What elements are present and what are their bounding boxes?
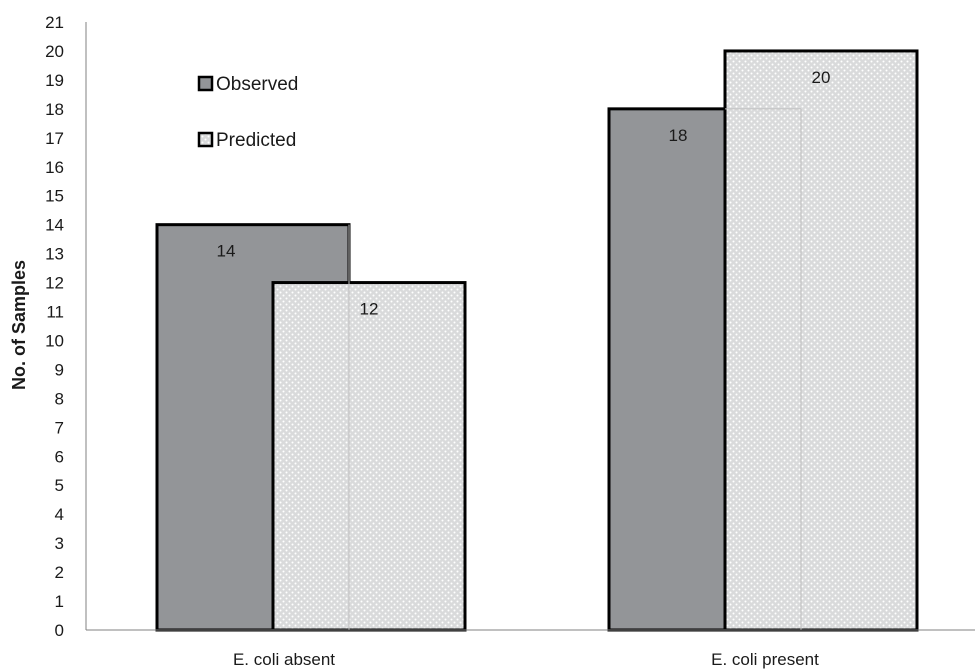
x-tick-label: E. coli absent <box>233 650 335 669</box>
y-tick-label: 21 <box>45 13 64 32</box>
y-tick-label: 16 <box>45 158 64 177</box>
data-labels: 14 12 18 20 <box>217 68 831 319</box>
y-tick-label: 14 <box>45 216 64 235</box>
y-tick-label: 5 <box>55 476 64 495</box>
legend-label-predicted: Predicted <box>216 130 296 151</box>
y-tick-label: 18 <box>45 100 64 119</box>
data-label-observed: 18 <box>669 126 688 145</box>
y-tick-label: 11 <box>46 303 64 322</box>
y-tick-label: 20 <box>45 42 64 61</box>
bar-predicted <box>723 49 919 632</box>
y-tick-label: 17 <box>45 129 64 148</box>
y-tick-label: 0 <box>55 621 64 640</box>
x-tick-label: E. coli present <box>711 650 819 669</box>
legend: Observed Predicted <box>197 74 298 151</box>
y-tick-label: 6 <box>55 447 64 466</box>
y-tick-label: 3 <box>55 534 64 553</box>
data-label-predicted: 12 <box>360 300 379 319</box>
y-tick-label: 19 <box>45 71 64 90</box>
y-tick-label: 10 <box>45 331 64 350</box>
data-label-predicted: 20 <box>812 68 831 87</box>
legend-swatch-predicted <box>197 131 214 148</box>
y-tick-label: 8 <box>55 389 64 408</box>
legend-label-observed: Observed <box>216 74 298 95</box>
y-tick-label: 7 <box>55 418 64 437</box>
y-tick-label: 9 <box>55 360 64 379</box>
y-tick-label: 12 <box>45 274 64 293</box>
y-tick-label: 15 <box>45 187 64 206</box>
y-tick-label: 13 <box>45 245 64 264</box>
data-label-observed: 14 <box>217 242 236 261</box>
x-axis-labels: E. coli absent E. coli present <box>233 650 819 669</box>
bars <box>155 49 919 632</box>
y-tick-label: 4 <box>55 505 64 524</box>
bar-predicted <box>271 281 467 632</box>
legend-swatch-observed <box>197 75 214 92</box>
y-axis-title: No. of Samples <box>9 260 29 390</box>
y-tick-label: 1 <box>55 592 64 611</box>
y-tick-label: 2 <box>55 563 64 582</box>
